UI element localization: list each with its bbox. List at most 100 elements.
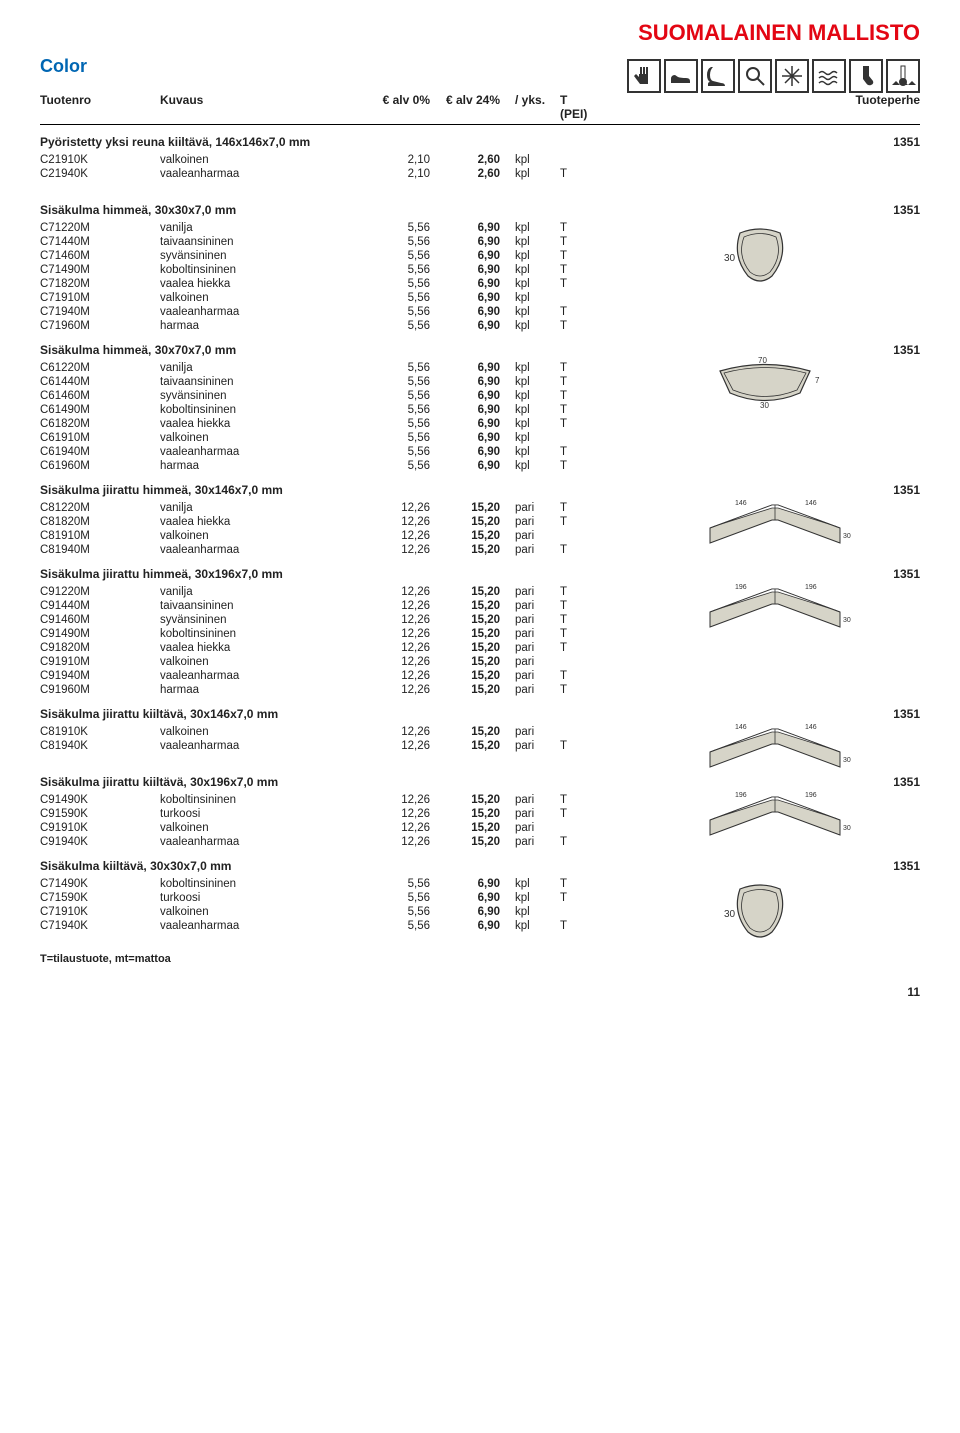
cell-price0: 12,26 — [360, 794, 430, 806]
cell-price24: 6,90 — [430, 432, 500, 444]
cell-t: T — [560, 222, 590, 234]
cell-price0: 5,56 — [360, 362, 430, 374]
cell-price24: 15,20 — [430, 794, 500, 806]
cell-price24: 6,90 — [430, 906, 500, 918]
cell-desc: koboltinsininen — [160, 264, 360, 276]
cell-code: C91490K — [40, 794, 160, 806]
cell-code: C61460M — [40, 390, 160, 402]
cell-desc: vaalea hiekka — [160, 418, 360, 430]
cell-unit: kpl — [500, 320, 560, 332]
cell-desc: vaalea hiekka — [160, 516, 360, 528]
footer-note: T=tilaustuote, mt=mattoa — [40, 953, 920, 965]
cell-t: T — [560, 586, 590, 598]
cell-desc: vaalea hiekka — [160, 278, 360, 290]
cell-t — [560, 530, 590, 542]
cell-unit: pari — [500, 530, 560, 542]
table-row: C61960M harmaa 5,56 6,90 kpl T — [40, 459, 920, 473]
cell-unit: kpl — [500, 404, 560, 416]
cell-code: C71910K — [40, 906, 160, 918]
cell-price24: 2,60 — [430, 168, 500, 180]
cell-code: C61220M — [40, 362, 160, 374]
cell-desc: taivaansininen — [160, 376, 360, 388]
svg-text:196: 196 — [805, 584, 817, 591]
diagram-triangle-icon: 30 — [720, 877, 800, 947]
cell-price0: 12,26 — [360, 502, 430, 514]
cell-unit: kpl — [500, 390, 560, 402]
cell-price24: 15,20 — [430, 670, 500, 682]
cell-t: T — [560, 836, 590, 848]
svg-text:146: 146 — [805, 724, 817, 731]
cell-code: C71490K — [40, 878, 160, 890]
table-header: Tuotenro Kuvaus € alv 0% € alv 24% / yks… — [40, 93, 920, 125]
cell-code: C81910K — [40, 726, 160, 738]
cell-desc: koboltinsininen — [160, 404, 360, 416]
cell-desc: vanilja — [160, 586, 360, 598]
diagram-corner-icon: 146 146 30 — [700, 717, 860, 782]
cell-t: T — [560, 460, 590, 472]
cell-desc: syvänsininen — [160, 250, 360, 262]
cell-unit: kpl — [500, 432, 560, 444]
cell-unit: kpl — [500, 278, 560, 290]
cell-price0: 5,56 — [360, 376, 430, 388]
cell-unit: pari — [500, 600, 560, 612]
svg-text:30: 30 — [760, 401, 769, 410]
cell-unit: pari — [500, 544, 560, 556]
table-row: C61940M vaaleanharmaa 5,56 6,90 kpl T — [40, 445, 920, 459]
cell-t: T — [560, 264, 590, 276]
cell-t — [560, 822, 590, 834]
svg-text:7: 7 — [815, 376, 820, 385]
cell-code: C71490M — [40, 264, 160, 276]
shoe-icon — [664, 59, 698, 93]
cell-code: C91820M — [40, 642, 160, 654]
cell-t: T — [560, 892, 590, 904]
cell-code: C91940M — [40, 670, 160, 682]
cell-desc: vaaleanharmaa — [160, 836, 360, 848]
cell-code: C71440M — [40, 236, 160, 248]
cell-price0: 5,56 — [360, 390, 430, 402]
table-row: C61910M valkoinen 5,56 6,90 kpl — [40, 431, 920, 445]
header-price24: € alv 24% — [430, 93, 500, 121]
svg-text:196: 196 — [735, 584, 747, 591]
cell-desc: turkoosi — [160, 892, 360, 904]
cell-unit: pari — [500, 808, 560, 820]
cell-unit: kpl — [500, 376, 560, 388]
svg-text:146: 146 — [735, 724, 747, 731]
svg-text:196: 196 — [805, 792, 817, 799]
header-price0: € alv 0% — [360, 93, 430, 121]
cell-code: C91960M — [40, 684, 160, 696]
cell-price0: 5,56 — [360, 446, 430, 458]
cell-t: T — [560, 278, 590, 290]
cell-t: T — [560, 502, 590, 514]
cell-desc: vaaleanharmaa — [160, 544, 360, 556]
cell-desc: vaaleanharmaa — [160, 446, 360, 458]
cell-desc: valkoinen — [160, 154, 360, 166]
cell-price0: 5,56 — [360, 404, 430, 416]
header-unit: / yks. — [500, 93, 560, 121]
table-row: C91960M harmaa 12,26 15,20 pari T — [40, 683, 920, 697]
cell-unit: kpl — [500, 878, 560, 890]
cell-price24: 6,90 — [430, 292, 500, 304]
cell-price0: 5,56 — [360, 320, 430, 332]
cell-price24: 15,20 — [430, 656, 500, 668]
section-title: Sisäkulma himmeä, 30x30x7,0 mm 1351 — [40, 203, 920, 217]
cell-code: C81940M — [40, 544, 160, 556]
icons-row — [627, 59, 920, 93]
cell-t: T — [560, 236, 590, 248]
cell-price24: 15,20 — [430, 600, 500, 612]
cell-price0: 5,56 — [360, 432, 430, 444]
cell-code: C81820M — [40, 516, 160, 528]
cell-unit: kpl — [500, 236, 560, 248]
cell-price0: 12,26 — [360, 614, 430, 626]
cell-price24: 15,20 — [430, 808, 500, 820]
cell-price24: 15,20 — [430, 586, 500, 598]
cell-code: C71940M — [40, 306, 160, 318]
cell-price24: 2,60 — [430, 154, 500, 166]
cell-price0: 5,56 — [360, 418, 430, 430]
cell-price0: 12,26 — [360, 628, 430, 640]
cell-code: C61910M — [40, 432, 160, 444]
cell-price24: 6,90 — [430, 320, 500, 332]
cell-desc: taivaansininen — [160, 600, 360, 612]
cell-t: T — [560, 670, 590, 682]
cell-unit: kpl — [500, 418, 560, 430]
cell-unit: kpl — [500, 222, 560, 234]
